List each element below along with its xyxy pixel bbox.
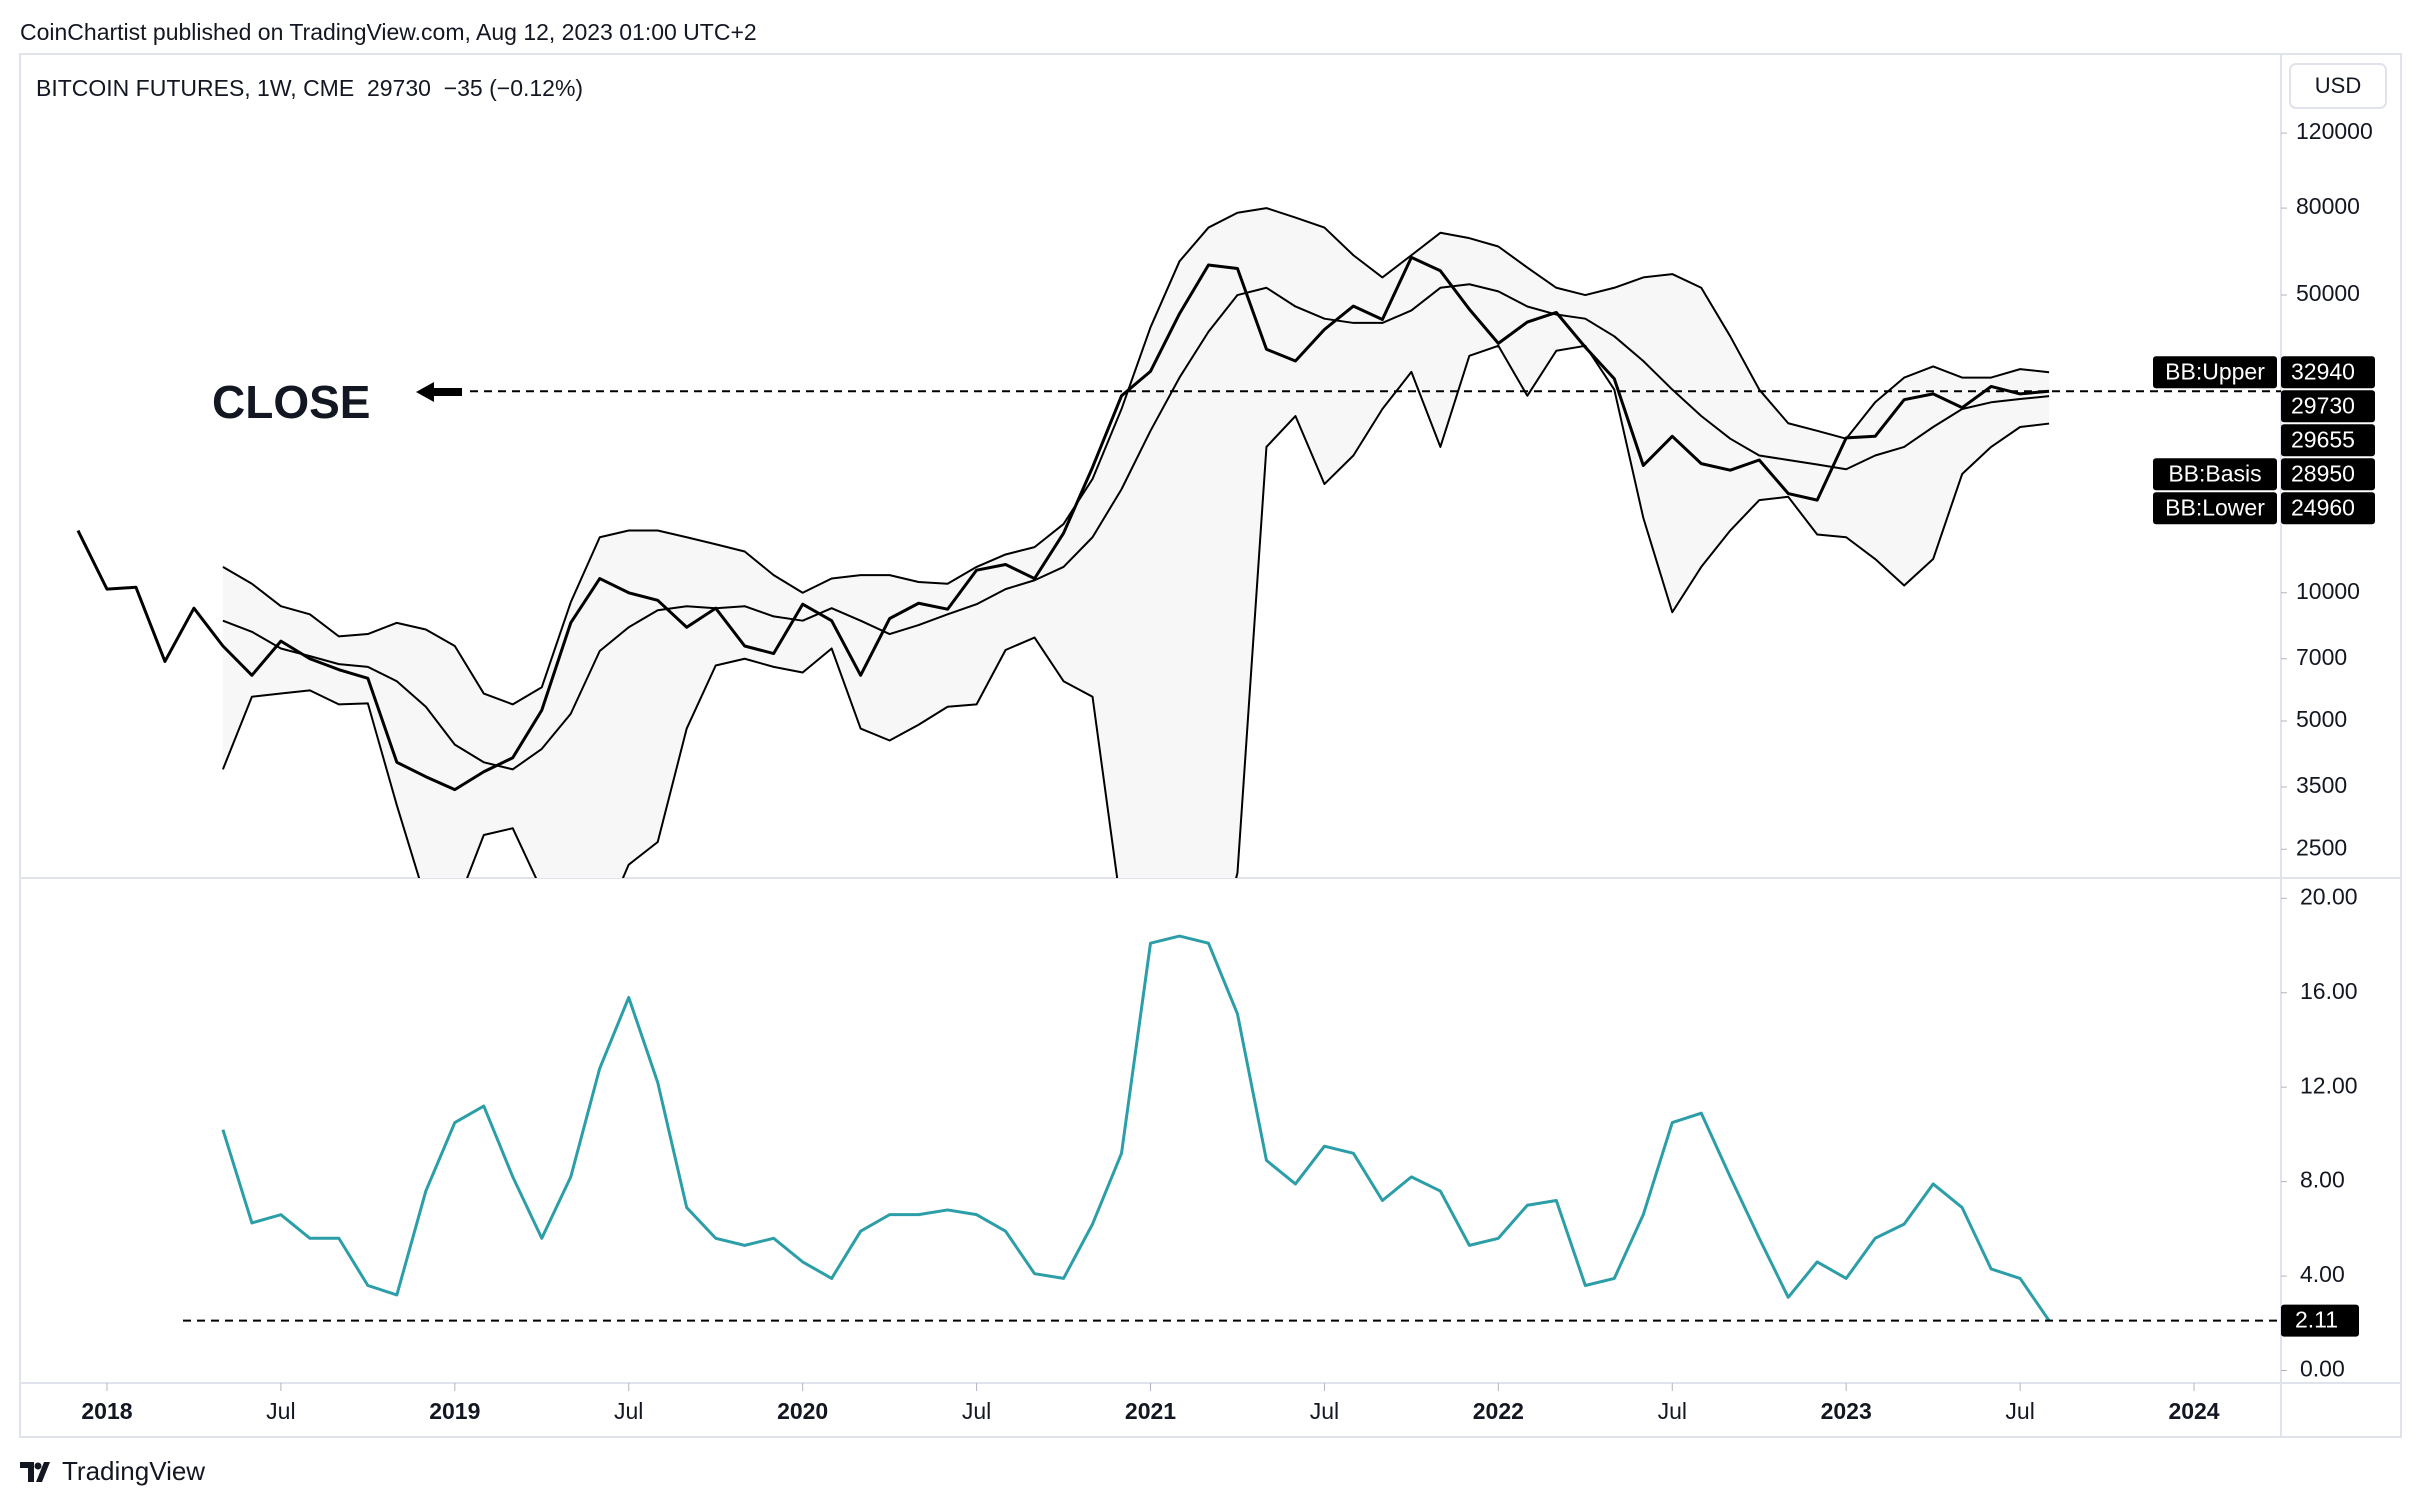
x-tick-label: Jul (266, 1398, 295, 1424)
price-label-name: BB:Lower (2165, 494, 2265, 520)
y-tick-label: 16.00 (2300, 978, 2358, 1004)
price-label-box (2281, 390, 2375, 423)
footer: TradingView (62, 1456, 205, 1486)
price-pane (76, 207, 2050, 878)
price-label-box (2281, 492, 2375, 525)
series-line (222, 283, 2050, 771)
price-label-box (2281, 356, 2375, 389)
logo-dot (34, 1462, 42, 1470)
indicator-pane (221, 934, 2051, 1322)
price-label-name: BB:Upper (2165, 358, 2265, 384)
y-tick-label: 4.00 (2300, 1261, 2345, 1287)
x-tick-label: Jul (962, 1398, 991, 1424)
y-tick-label: 3500 (2296, 772, 2347, 798)
annotation: CLOSE (212, 376, 370, 428)
series-line (222, 207, 2050, 706)
frame (19, 53, 2402, 1438)
series-line (76, 255, 2050, 792)
price-label-value: 24960 (2291, 494, 2355, 520)
bb-fill (222, 208, 2050, 878)
price-label-value: 29730 (2291, 392, 2355, 418)
price-label-name-box (2153, 356, 2277, 389)
x-tick-label: 2018 (81, 1398, 132, 1424)
y-tick-label: 80000 (2296, 193, 2360, 219)
price-label-value: 29655 (2291, 426, 2355, 452)
y-tick-label: 8.00 (2300, 1167, 2345, 1193)
x-tick-label: Jul (2005, 1398, 2034, 1424)
y-tick-label: 7000 (2296, 644, 2347, 670)
x-tick-label: Jul (1310, 1398, 1339, 1424)
price-label-value: 28950 (2291, 460, 2355, 486)
x-tick-label: 2019 (429, 1398, 480, 1424)
y-tick-label: 0.00 (2300, 1356, 2345, 1382)
y-tick-label: 20.00 (2300, 883, 2358, 909)
footer-logo (20, 1462, 50, 1482)
y-tick-label: 12.00 (2300, 1072, 2358, 1098)
x-tick-label: 2022 (1473, 1398, 1524, 1424)
x-tick-label: 2024 (2168, 1398, 2219, 1424)
price-label-value: 32940 (2291, 358, 2355, 384)
chart-title: BITCOIN FUTURES, 1W, CME 29730 −35 (−0.1… (36, 75, 583, 101)
price-label-box (2281, 424, 2375, 457)
x-tick-label: Jul (1658, 1398, 1687, 1424)
x-tick-label: Jul (614, 1398, 643, 1424)
logo-icon (20, 1462, 50, 1482)
y-tick-label: 50000 (2296, 280, 2360, 306)
y-tick-label: 10000 (2296, 578, 2360, 604)
x-tick-label: 2021 (1125, 1398, 1176, 1424)
arrow (416, 382, 462, 402)
x-tick-label: 2023 (1821, 1398, 1872, 1424)
price-label-name: BB:Basis (2168, 460, 2261, 486)
currency-button[interactable] (2289, 63, 2387, 109)
series-line (221, 344, 2050, 878)
last-value-box (2281, 1304, 2359, 1337)
price-label-name-box (2153, 458, 2277, 491)
last-value-label: 2.11 (2295, 1307, 2338, 1333)
y-tick-label: 2500 (2296, 834, 2347, 860)
series-line (221, 934, 2051, 1322)
header: CoinChartist published on TradingView.co… (20, 19, 757, 45)
y-tick-label: 120000 (2296, 118, 2373, 144)
price-label-name-box (2153, 492, 2277, 525)
y-tick-label: 5000 (2296, 706, 2347, 732)
price-label-box (2281, 458, 2375, 491)
x-tick-label: 2020 (777, 1398, 828, 1424)
currency[interactable]: USD (2315, 73, 2361, 98)
